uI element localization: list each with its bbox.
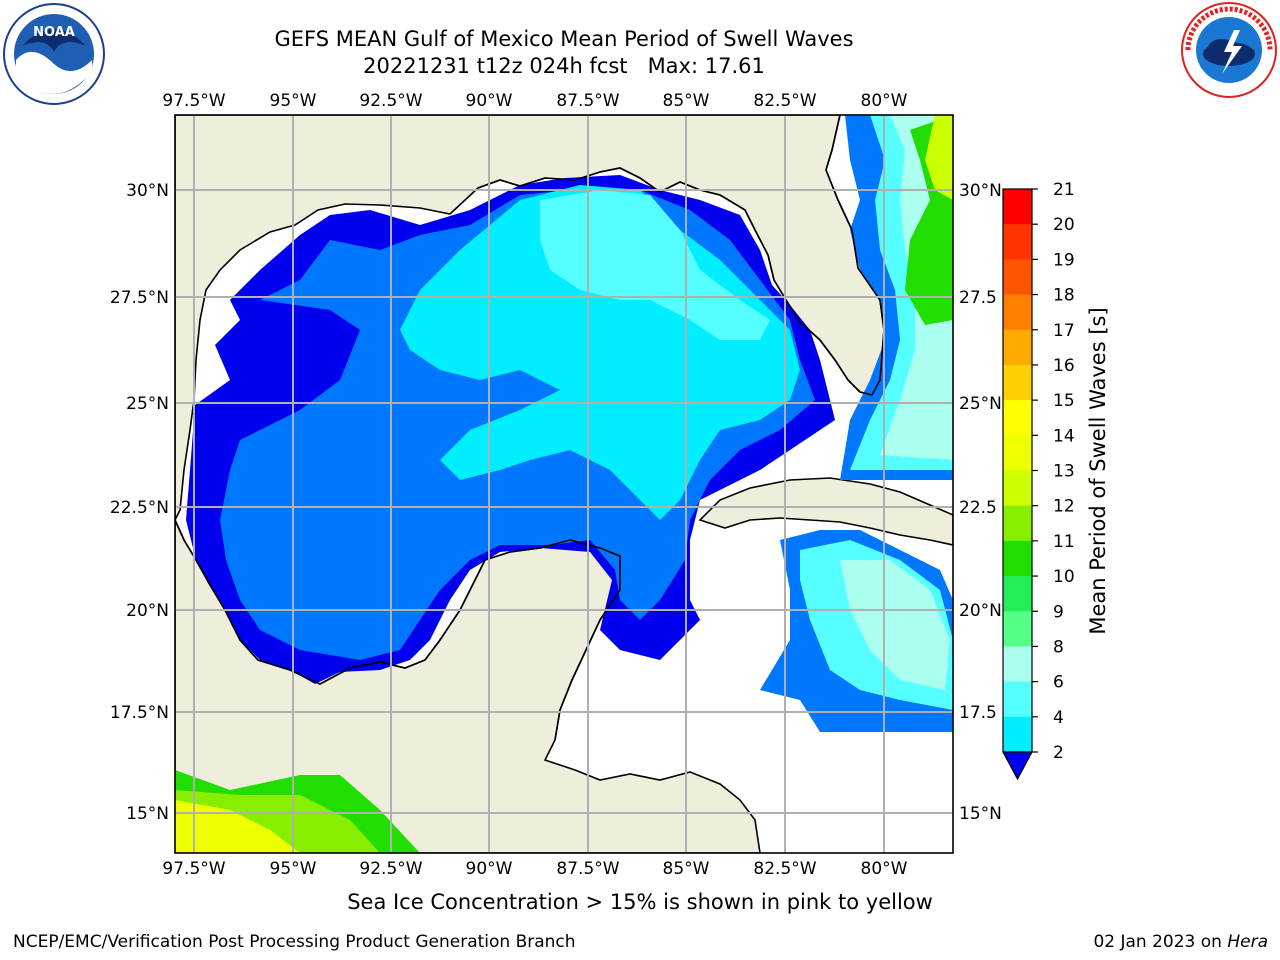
colorbar-segment xyxy=(1003,259,1032,296)
colorbar-segment xyxy=(1003,646,1032,683)
bottom-lon-label: 85°W xyxy=(663,859,710,879)
right-lat-label: 25°N xyxy=(959,394,1002,414)
colorbar-label: Mean Period of Swell Waves [s] xyxy=(1086,307,1110,634)
bottom-lon-label: 90°W xyxy=(466,859,513,879)
swell-band-6-8 xyxy=(400,185,800,520)
colorbar-tick-label: 20 xyxy=(1053,215,1075,235)
left-lat-label: 22.5°N xyxy=(110,498,169,518)
svg-text:NOAA: NOAA xyxy=(33,25,75,40)
colorbar-tick-label: 14 xyxy=(1053,426,1075,446)
colorbar-tick-label: 2 xyxy=(1053,743,1064,763)
left-lat-label: 20°N xyxy=(126,601,169,621)
colorbar-segment xyxy=(1003,540,1032,577)
map-frame xyxy=(174,114,954,854)
colorbar-tick-label: 16 xyxy=(1053,356,1075,376)
colorbar-segment xyxy=(1003,294,1032,331)
colorbar-tick-label: 15 xyxy=(1053,391,1075,411)
left-lat-label: 27.5°N xyxy=(110,288,169,308)
right-lat-label: 27.5 xyxy=(959,288,997,308)
colorbar-tick-label: 18 xyxy=(1053,286,1075,306)
map-area xyxy=(175,115,953,853)
left-lat-label: 15°N xyxy=(126,804,169,824)
bottom-lon-label: 92.5°W xyxy=(359,859,422,879)
colorbar: 21 20 19 18 17 16 15 14 13 12 11 10 9 8 6 4 2 xyxy=(1001,180,1075,781)
bottom-lon-label: 80°W xyxy=(861,859,908,879)
colorbar-segment xyxy=(1003,505,1032,542)
colorbar-segment xyxy=(1003,400,1032,436)
left-lat-label: 30°N xyxy=(126,181,169,201)
colorbar-segment xyxy=(1003,470,1032,507)
colorbar-tick-label: 12 xyxy=(1053,497,1075,517)
sea-ice-note: Sea Ice Concentration > 15% is shown in … xyxy=(347,890,933,914)
colorbar-segment xyxy=(1003,329,1032,366)
left-lat-label: 17.5°N xyxy=(110,703,169,723)
colorbar-tick-label: 4 xyxy=(1053,708,1064,728)
colorbar-segment xyxy=(1003,681,1032,718)
right-lat-label: 15°N xyxy=(959,804,1002,824)
top-lon-label: 90°W xyxy=(466,91,513,111)
right-lat-label: 22.5 xyxy=(959,498,997,518)
colorbar-extension xyxy=(1001,751,1034,781)
top-lon-label: 82.5°W xyxy=(753,91,816,111)
colorbar-tick-label: 21 xyxy=(1053,180,1075,200)
top-lon-label: 80°W xyxy=(861,91,908,111)
right-lat-label: 20°N xyxy=(959,601,1002,621)
colorbar-segment xyxy=(1003,576,1032,612)
colorbar-tick-label: 6 xyxy=(1053,673,1064,693)
right-lat-label: 17.5 xyxy=(959,703,997,723)
colorbar-tick-label: 17 xyxy=(1053,321,1075,341)
credit-text: NCEP/EMC/Verification Post Processing Pr… xyxy=(13,932,576,952)
colorbar-tick-label: 8 xyxy=(1053,637,1064,657)
chart-subtitle: 20221231 t12z 024h fcst Max: 17.61 xyxy=(363,54,765,78)
colorbar-tick-label: 19 xyxy=(1053,250,1075,270)
colorbar-segment xyxy=(1003,364,1032,401)
colorbar-tick-label: 13 xyxy=(1053,462,1075,482)
bottom-lon-label: 87.5°W xyxy=(556,859,619,879)
caribbean-band-light xyxy=(840,560,950,690)
bottom-lon-label: 97.5°W xyxy=(162,859,225,879)
right-lat-label: 30°N xyxy=(959,181,1002,201)
top-lon-label: 85°W xyxy=(663,91,710,111)
colorbar-segment xyxy=(1003,435,1032,471)
run-date: 02 Jan 2023 on Hera xyxy=(1093,932,1268,952)
noaa-logo-icon: NOAA xyxy=(3,3,105,105)
colorbar-tick-label: 10 xyxy=(1053,567,1075,587)
left-lat-label: 25°N xyxy=(126,394,169,414)
land-cuba xyxy=(698,477,953,546)
colorbar-tick-label: 9 xyxy=(1053,602,1064,622)
bottom-lon-label: 82.5°W xyxy=(753,859,816,879)
top-lon-label: 92.5°W xyxy=(359,91,422,111)
colorbar-tick-label: 11 xyxy=(1053,532,1075,552)
top-lon-label: 95°W xyxy=(270,91,317,111)
chart-title: GEFS MEAN Gulf of Mexico Mean Period of … xyxy=(274,27,854,51)
colorbar-segment xyxy=(1003,611,1032,647)
colorbar-segment xyxy=(1003,224,1032,260)
colorbar-segment xyxy=(1003,716,1032,753)
bottom-lon-label: 95°W xyxy=(270,859,317,879)
nws-logo-icon xyxy=(1181,2,1277,98)
atlantic-band-yellow xyxy=(925,115,953,200)
swell-band-inner xyxy=(540,190,770,340)
top-lon-label: 87.5°W xyxy=(556,91,619,111)
top-lon-label: 97.5°W xyxy=(162,91,225,111)
colorbar-segment xyxy=(1003,189,1032,225)
